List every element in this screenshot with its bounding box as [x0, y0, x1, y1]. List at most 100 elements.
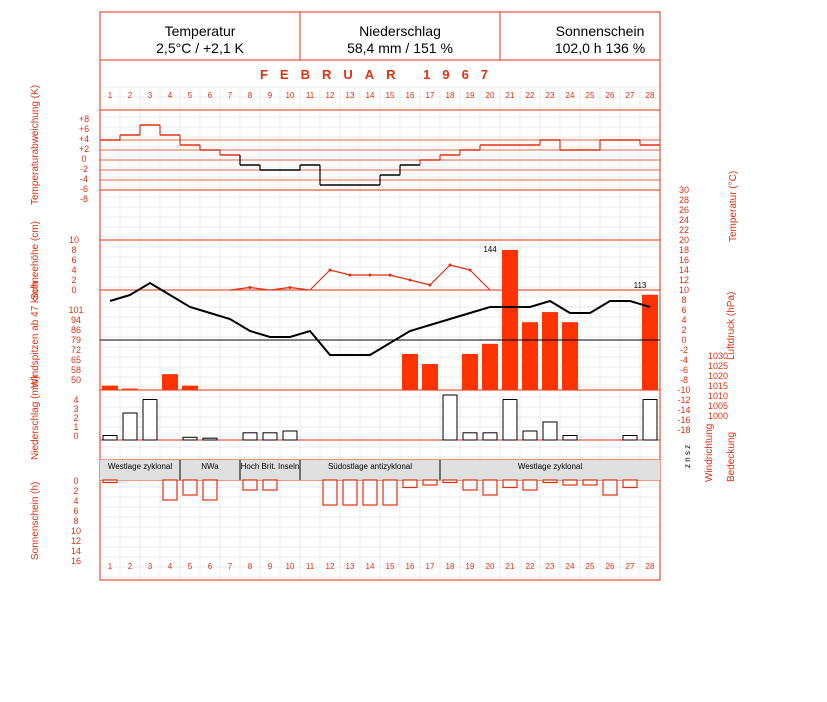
pressure-tick: 1020 [708, 371, 728, 381]
precip-bar [562, 435, 578, 441]
sunshine-bar [542, 479, 558, 484]
wind-tick: 72 [71, 345, 81, 355]
day-label-bottom: 10 [286, 562, 295, 571]
header-precipitation-value: 58,4 mm / 151 % [347, 40, 453, 56]
day-label-bottom: 19 [466, 562, 475, 571]
wind-direction-letters: z n s z [683, 444, 692, 468]
weather-type-1: Westlage zyklonal [107, 462, 173, 471]
day-label-top: 2 [128, 91, 133, 100]
snow-line [429, 264, 451, 286]
weather-type-5: Westlage zyklonal [517, 462, 583, 471]
snow-line [229, 286, 251, 291]
day-label-top: 10 [286, 91, 295, 100]
axis-label-precip: Niederschlag (mm) [30, 375, 41, 460]
header-precipitation-title: Niederschlag [359, 23, 441, 39]
day-label-bottom: 9 [268, 562, 273, 571]
wind-tick: 101 [68, 305, 83, 315]
sunshine-bar [482, 479, 498, 496]
temp-anomaly-tick: -2 [80, 164, 88, 174]
pressure-tick: 1030 [708, 351, 728, 361]
day-label-bottom: 26 [606, 562, 615, 571]
wind-bar [402, 353, 418, 390]
sunshine-bar [362, 479, 378, 506]
temp-anomaly-tick: +6 [79, 124, 89, 134]
sunshine-bar [502, 479, 518, 489]
temperature-tick: 24 [679, 215, 689, 225]
temp-anomaly-tick: 0 [81, 154, 86, 164]
wind-annotation: 144 [483, 245, 497, 254]
temperature-tick: 28 [679, 195, 689, 205]
day-label-bottom: 6 [208, 562, 213, 571]
temperature-tick: 0 [681, 335, 686, 345]
wind-bar [562, 322, 578, 390]
temp-anomaly-tick: -6 [80, 184, 88, 194]
day-label-top: 23 [546, 91, 555, 100]
temperature-tick: -4 [680, 355, 688, 365]
temperature-tick: 30 [679, 185, 689, 195]
temperature-tick: 16 [679, 255, 689, 265]
day-label-top: 25 [586, 91, 595, 100]
temperature-tick: 18 [679, 245, 689, 255]
wind-bar [122, 388, 138, 390]
chart-frame [99, 11, 661, 581]
precip-bar [542, 421, 558, 441]
wind-bar [162, 374, 178, 390]
day-label-bottom: 17 [426, 562, 435, 571]
wind-tick: 65 [71, 355, 81, 365]
temperature-tick: -12 [677, 395, 690, 405]
sunshine-bar [162, 479, 178, 501]
sunshine-tick: 14 [71, 546, 81, 556]
weather-type-3: Hoch Brit. Inseln [240, 462, 300, 471]
day-label-bottom: 14 [366, 562, 375, 571]
day-label-bottom: 25 [586, 562, 595, 571]
day-label-bottom: 27 [626, 562, 635, 571]
snow-tick: 8 [71, 245, 76, 255]
day-label-top: 3 [148, 91, 153, 100]
sunshine-tick: 6 [73, 506, 78, 516]
snow-tick: 0 [71, 285, 76, 295]
snow-tick: 6 [71, 255, 76, 265]
temperature-tick: 12 [679, 275, 689, 285]
precip-bar [482, 432, 498, 441]
precip-bar [522, 430, 538, 441]
temperature-tick: -18 [677, 425, 690, 435]
snow-line [309, 269, 331, 291]
day-label-bottom: 3 [148, 562, 153, 571]
pressure-tick: 1015 [708, 381, 728, 391]
day-label-top: 22 [526, 91, 535, 100]
precip-tick: 4 [73, 395, 78, 405]
temperature-curve [109, 281, 651, 356]
temperature-tick: 8 [681, 295, 686, 305]
wind-bar [102, 385, 118, 390]
precip-tick: 3 [73, 404, 78, 414]
precip-tick: 2 [73, 413, 78, 423]
day-label-top: 4 [168, 91, 173, 100]
day-label-bottom: 13 [346, 562, 355, 571]
sunshine-bar [202, 479, 218, 501]
snow-line [249, 286, 271, 291]
axis-label-sunshine: Sonnenschein (h) [30, 481, 41, 560]
day-label-top: 20 [486, 91, 495, 100]
temperature-tick: -10 [677, 385, 690, 395]
precip-bar [642, 399, 658, 441]
precip-bar [102, 435, 118, 441]
axis-label-wind-direction: Windrichtung [704, 423, 715, 482]
day-label-bottom: 21 [506, 562, 515, 571]
sunshine-bar [462, 479, 478, 491]
precip-bar [242, 432, 258, 441]
temperature-tick: 6 [681, 305, 686, 315]
snow-line [389, 274, 411, 281]
header-sunshine-title: Sonnenschein [555, 23, 645, 39]
precip-bar [122, 412, 138, 441]
axis-label-cloud: Bedeckung [726, 431, 737, 482]
sunshine-bar [422, 479, 438, 486]
day-label-bottom: 18 [446, 562, 455, 571]
day-label-top: 8 [248, 91, 253, 100]
wind-annotation: 113 [634, 281, 647, 290]
day-label-bottom: 8 [248, 562, 253, 571]
day-label-bottom: 15 [386, 562, 395, 571]
precip-tick: 1 [73, 422, 78, 432]
axis-label-temp-anomaly: Temperaturabweichung (K) [30, 84, 41, 205]
precip-bar [442, 394, 458, 441]
sunshine-bar [582, 479, 598, 486]
